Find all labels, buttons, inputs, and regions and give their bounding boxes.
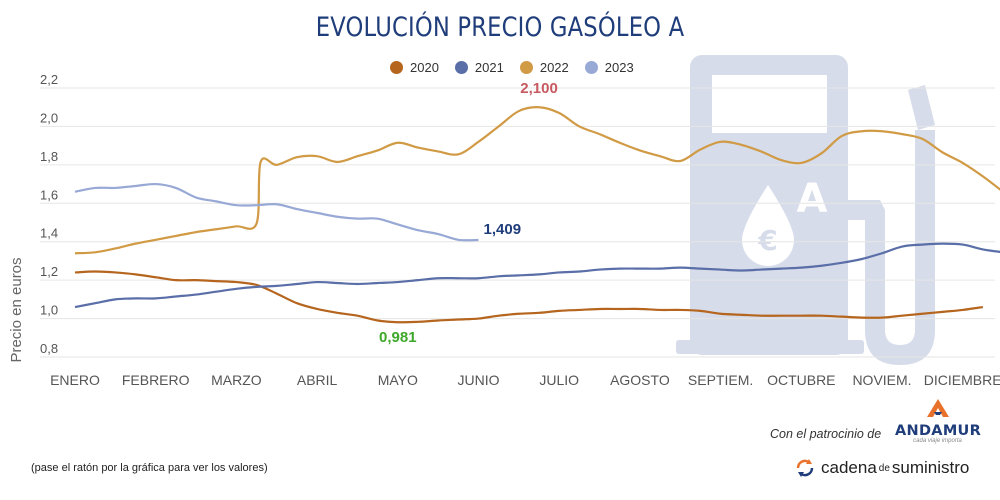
sponsor-text: Con el patrocinio de [770,427,882,441]
x-tick-label: JUNIO [458,372,500,388]
x-tick-label: MARZO [211,372,262,388]
y-tick-label: 0,8 [40,341,58,356]
series-line-2022[interactable] [74,106,1000,255]
series-line-2021[interactable] [74,242,1000,309]
cadena-arrows-icon [796,459,814,477]
andamur-name: ANDAMUR [895,423,982,439]
x-tick-label: ABRIL [297,372,338,388]
y-tick-label: 1,0 [40,303,58,318]
annotations: 2,100 1,409 0,981 [379,80,558,346]
legend-label-2023: 2023 [604,60,634,75]
legend-label-2022: 2022 [539,60,569,75]
legend-swatch-2020 [390,61,403,74]
annotation-2020: 0,981 [379,329,417,346]
x-tick-label: SEPTIEM. [688,372,753,388]
x-tick-label: ENERO [50,372,100,388]
cadena-text-3: suministro [891,458,970,477]
legend-item-2022[interactable]: 2022 [519,60,569,75]
legend-item-2021[interactable]: 2021 [454,60,504,75]
y-axis-ticks: 0,8 1,0 1,2 1,4 1,6 1,8 2,0 2,2 [40,72,58,356]
x-tick-label: DICIEMBRE [924,372,1000,388]
legend-item-2023[interactable]: 2023 [584,60,634,75]
svg-text:A: A [797,176,828,222]
x-tick-label: FEBRERO [122,372,190,388]
y-tick-label: 2,0 [40,110,58,125]
y-tick-label: 1,2 [40,264,58,279]
hover-hint: (pase el ratón por la gráfica para ver l… [31,462,268,474]
andamur-logo[interactable]: ANDAMUR cada viaje importa [895,398,982,444]
x-axis-ticks: ENERO FEBRERO MARZO ABRIL MAYO JUNIO JULIO AGOS… [50,372,1000,388]
andamur-tagline: cada viaje importa [913,438,962,444]
legend-swatch-2023 [584,61,598,74]
cadena-text-2: de [878,462,890,474]
legend-swatch-2022 [519,61,533,74]
chart-legend: 2020 2021 2022 2023 [390,60,634,75]
x-tick-label: OCTUBRE [767,372,835,388]
y-tick-label: 1,6 [40,187,58,202]
legend-swatch-2021 [454,61,468,74]
y-tick-label: 2,2 [40,72,58,87]
x-tick-label: JULIO [539,372,579,388]
annotation-2023: 1,409 [484,221,522,238]
andamur-logo-icon [926,399,949,417]
chart-title: EVOLUCIÓN PRECIO GASÓLEO A [315,12,685,43]
legend-label-2021: 2021 [474,60,504,75]
y-axis-label: Precio en euros [8,257,25,362]
cadena-suministro-logo[interactable]: cadena de suministro [795,458,969,478]
x-tick-label: AGOSTO [610,372,670,388]
legend-label-2020: 2020 [410,60,439,75]
x-tick-label: NOVIEM. [852,372,911,388]
series-lines [74,106,1000,324]
annotation-2022: 2,100 [520,80,558,97]
chart-gridlines [40,87,995,358]
y-tick-label: 1,8 [40,149,58,164]
y-tick-label: 1,4 [40,226,58,241]
legend-item-2020[interactable]: 2020 [390,60,439,75]
series-line-2020[interactable] [74,270,984,324]
x-tick-label: MAYO [378,372,418,388]
series-line-2023[interactable] [74,182,479,242]
svg-text:€: € [757,224,777,257]
cadena-text-1: cadena [821,458,877,477]
